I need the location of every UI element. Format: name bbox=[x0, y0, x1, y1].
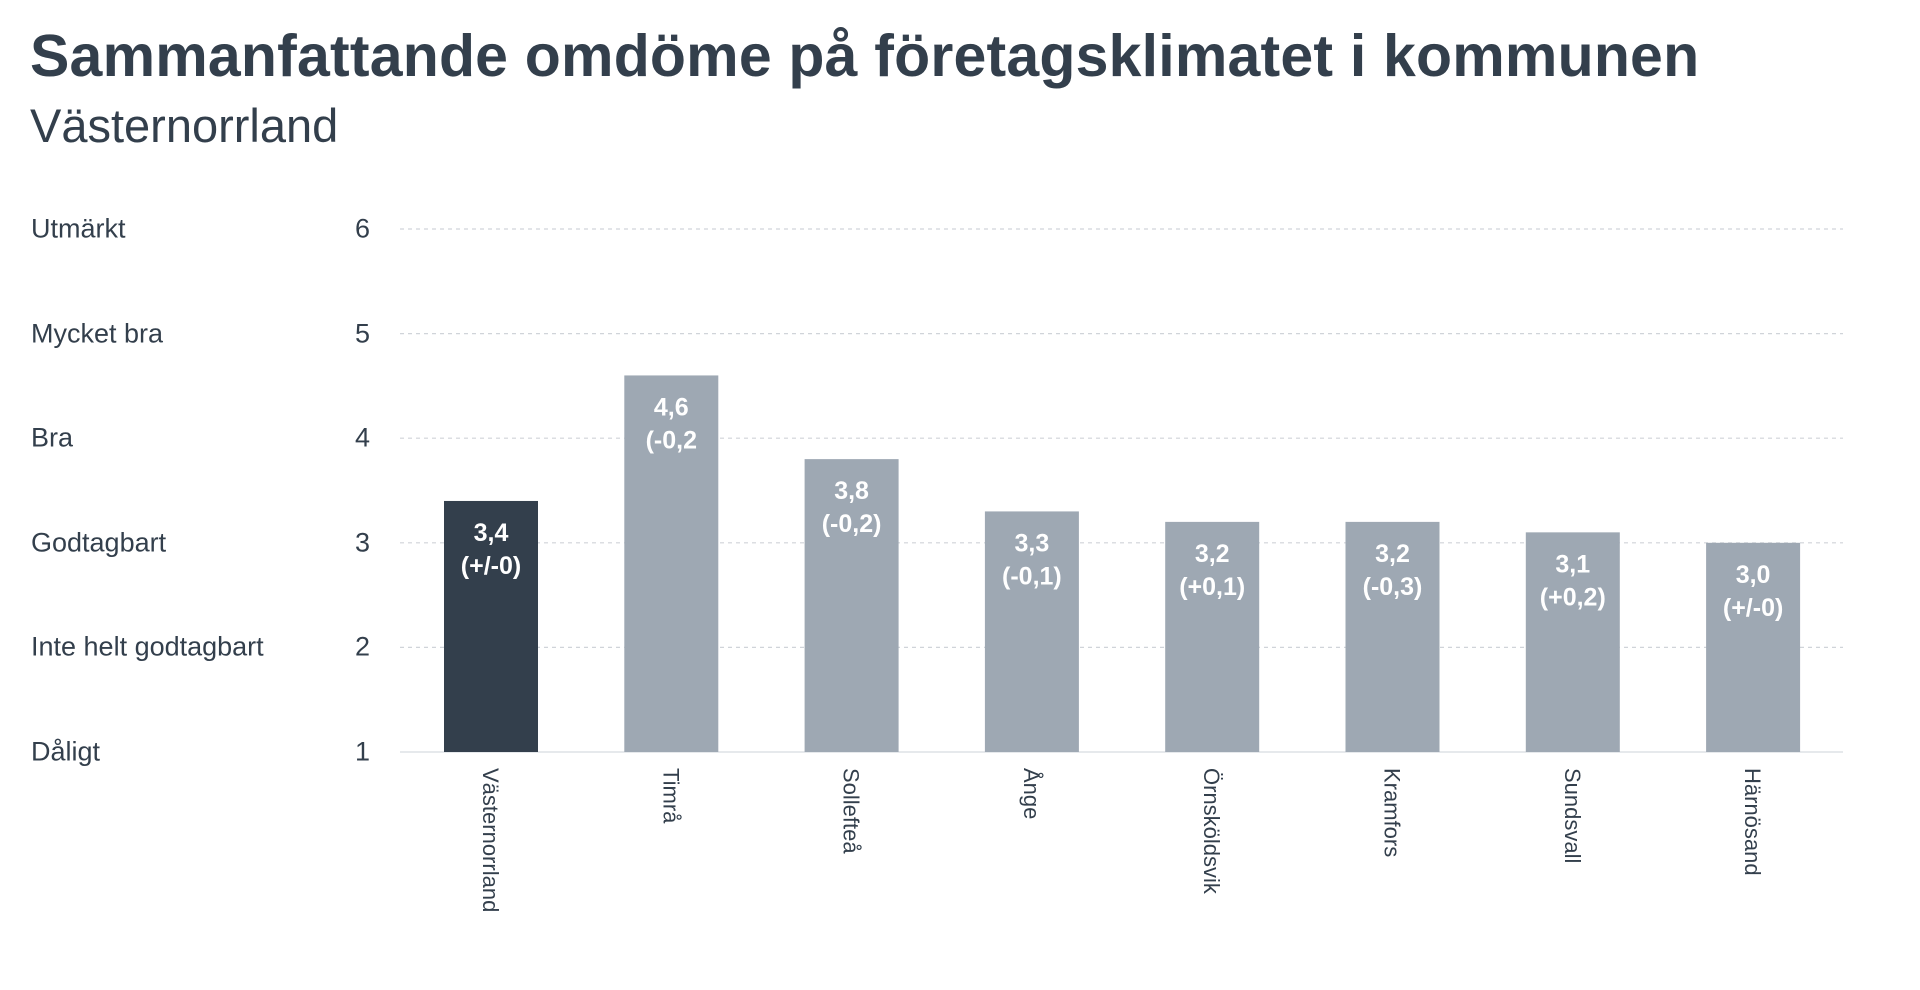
x-tick-label: Sundsvall bbox=[1560, 768, 1585, 863]
bar bbox=[984, 511, 1079, 752]
bar-change-label: (-0,1) bbox=[1002, 562, 1062, 590]
x-tick-label: Kramfors bbox=[1380, 768, 1405, 857]
bar-value-label: 3,0 bbox=[1736, 561, 1771, 589]
bar-value-label: 3,2 bbox=[1375, 540, 1410, 568]
x-tick-label: Västernorrland bbox=[478, 768, 503, 912]
y-tick-label: 3 bbox=[355, 527, 371, 558]
chart-subtitle: Västernorrland bbox=[30, 99, 339, 152]
y-tick-label: 4 bbox=[355, 422, 371, 453]
x-tick-label: Timrå bbox=[658, 768, 683, 824]
x-tick-label: Härnösand bbox=[1740, 768, 1765, 876]
bar-change-label: (+0,1) bbox=[1179, 573, 1245, 601]
y-tick-label: 6 bbox=[355, 213, 371, 244]
bar-change-label: (+/-0) bbox=[1723, 594, 1783, 622]
chart-title: Sammanfattande omdöme på företagsklimate… bbox=[30, 23, 1700, 89]
bar-value-label: 3,3 bbox=[1015, 529, 1050, 557]
bar-value-label: 3,2 bbox=[1195, 540, 1230, 568]
bar bbox=[624, 375, 719, 752]
bar bbox=[1706, 542, 1801, 752]
bar-change-label: (+0,2) bbox=[1540, 583, 1606, 611]
bar bbox=[444, 500, 538, 752]
y-tick-label: 1 bbox=[355, 736, 371, 767]
bar bbox=[1345, 521, 1440, 752]
y-category-label: Godtagbart bbox=[31, 527, 167, 558]
y-category-label: Bra bbox=[31, 422, 74, 453]
x-tick-label: Ånge bbox=[1019, 768, 1044, 819]
y-category-label: Dåligt bbox=[31, 736, 101, 767]
x-tick-label: Sollefteå bbox=[839, 768, 864, 854]
bar-value-label: 3,1 bbox=[1555, 550, 1590, 578]
y-tick-label: 2 bbox=[355, 631, 371, 662]
y-category-label: Mycket bra bbox=[31, 318, 164, 349]
bar-change-label: (-0,2 bbox=[646, 426, 697, 454]
y-category-label: Inte helt godtagbart bbox=[31, 631, 264, 662]
y-tick-label: 5 bbox=[355, 318, 371, 349]
bar-change-label: (+/-0) bbox=[461, 552, 521, 580]
bar-change-label: (-0,3) bbox=[1363, 573, 1423, 601]
bar-value-label: 3,8 bbox=[834, 477, 869, 505]
y-category-label: Utmärkt bbox=[31, 213, 126, 244]
bar-value-label: 4,6 bbox=[654, 393, 689, 421]
bar-value-label: 3,4 bbox=[474, 519, 509, 547]
bar bbox=[804, 459, 899, 752]
bar bbox=[1165, 521, 1260, 752]
bar bbox=[1525, 532, 1620, 752]
x-tick-label: Örnsköldsvik bbox=[1199, 768, 1224, 895]
bar-change-label: (-0,2) bbox=[822, 510, 882, 538]
